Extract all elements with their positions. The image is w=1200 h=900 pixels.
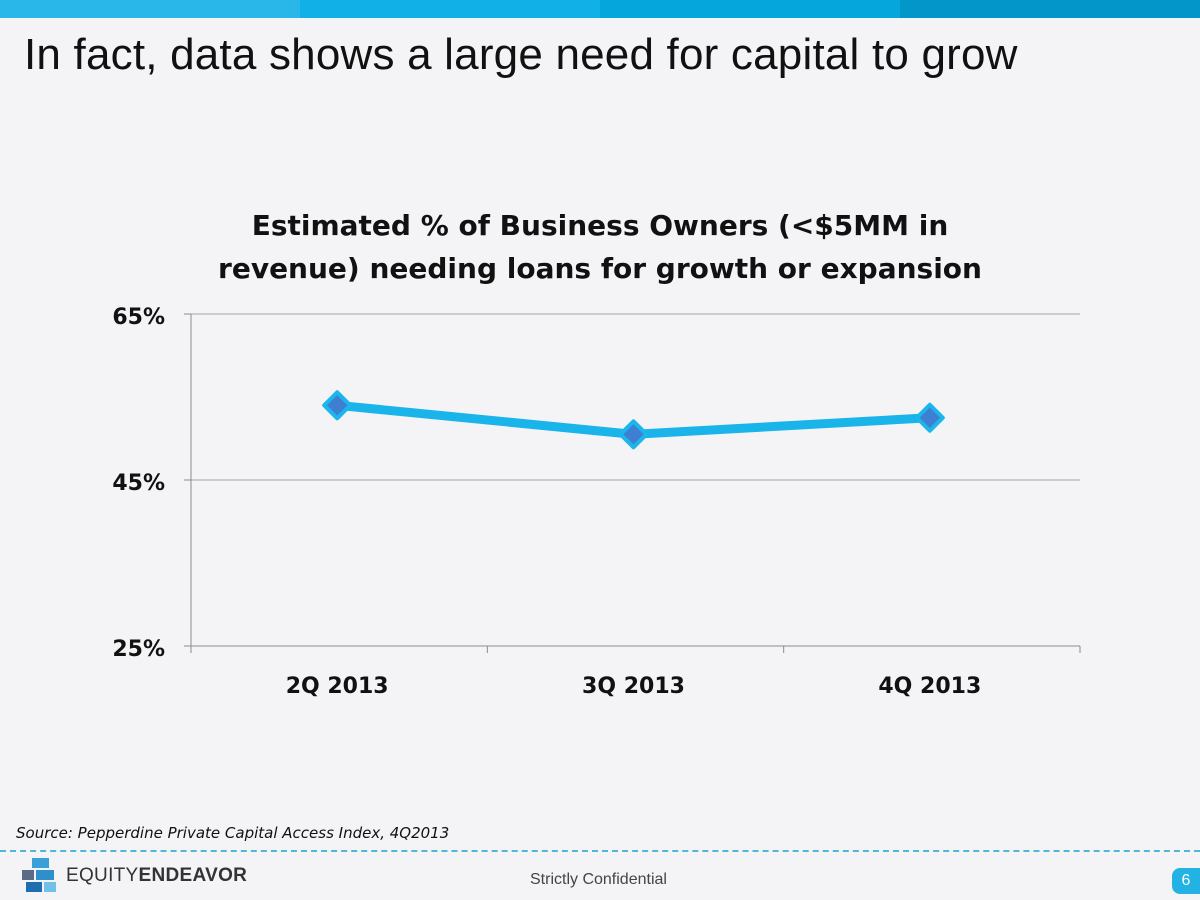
data-point-marker-0 [322, 390, 353, 421]
logo-wordmark: EQUITYENDEAVOR [66, 866, 247, 885]
x-category-label: 4Q 2013 [878, 674, 981, 699]
page-number-badge: 6 [1172, 868, 1200, 894]
x-category-label: 2Q 2013 [286, 674, 389, 699]
company-logo: EQUITYENDEAVOR [22, 858, 247, 892]
equity-endeavor-logo-icon [22, 858, 56, 892]
line-chart: 25% 45% 65% 2Q 2013 3Q 2013 4Q 2013 [112, 305, 1081, 699]
chart-title: Estimated % of Business Owners (<$5MM in… [150, 204, 1050, 290]
chart-title-line-1: Estimated % of Business Owners (<$5MM in [251, 209, 949, 242]
y-tick-label-65: 65% [112, 305, 165, 330]
data-point-marker-1 [618, 419, 649, 450]
confidential-label: Strictly Confidential [530, 871, 667, 888]
slide-title: In fact, data shows a large need for cap… [24, 30, 1018, 79]
logo-wordmark-part1: EQUITY [66, 864, 139, 886]
top-accent-bar [0, 0, 1200, 18]
x-category-label: 3Q 2013 [582, 674, 685, 699]
footer-divider [0, 850, 1200, 852]
y-tick-label-25: 25% [112, 637, 165, 662]
chart-title-line-2: revenue) needing loans for growth or exp… [218, 252, 982, 285]
y-tick-label-45: 45% [112, 471, 165, 496]
source-note: Source: Pepperdine Private Capital Acces… [16, 824, 450, 842]
data-point-marker-2 [914, 402, 945, 433]
logo-wordmark-part2: ENDEAVOR [138, 864, 248, 886]
